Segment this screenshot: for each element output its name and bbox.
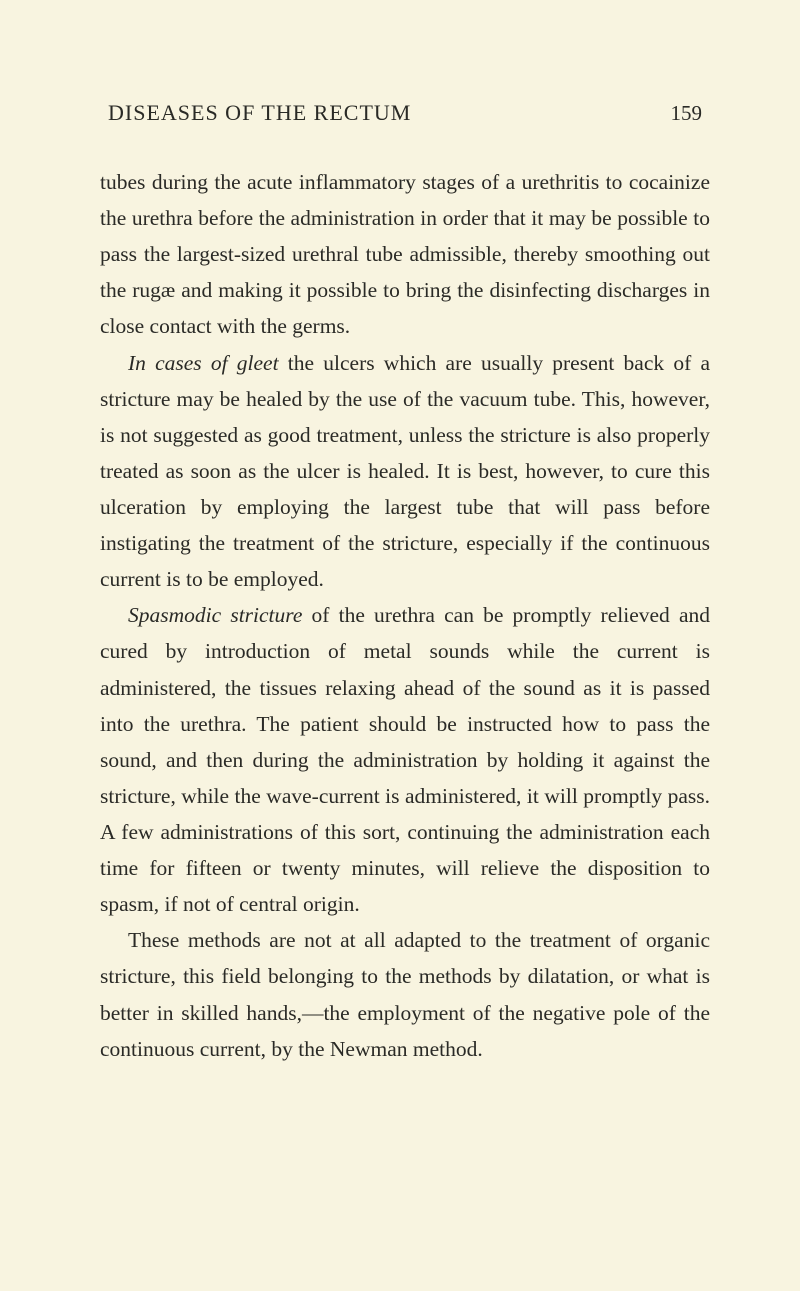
page-number: 159	[671, 101, 703, 126]
paragraph-2-rest: the ulcers which are usually present bac…	[100, 351, 710, 592]
paragraph-2: In cases of gleet the ulcers which are u…	[100, 345, 710, 598]
paragraph-1: tubes during the acute inflammatory stag…	[100, 164, 710, 345]
italic-phrase: In cases of gleet	[128, 351, 279, 375]
paragraph-4: These methods are not at all adapted to …	[100, 922, 710, 1066]
body-text: tubes during the acute inflammatory stag…	[100, 164, 710, 1067]
italic-phrase: Spasmodic stricture	[128, 603, 302, 627]
paragraph-3-rest: of the urethra can be promptly relieved …	[100, 603, 710, 916]
header-title: DISEASES OF THE RECTUM	[108, 100, 411, 126]
paragraph-3: Spasmodic stricture of the urethra can b…	[100, 597, 710, 922]
page-header: DISEASES OF THE RECTUM 159	[100, 100, 710, 126]
